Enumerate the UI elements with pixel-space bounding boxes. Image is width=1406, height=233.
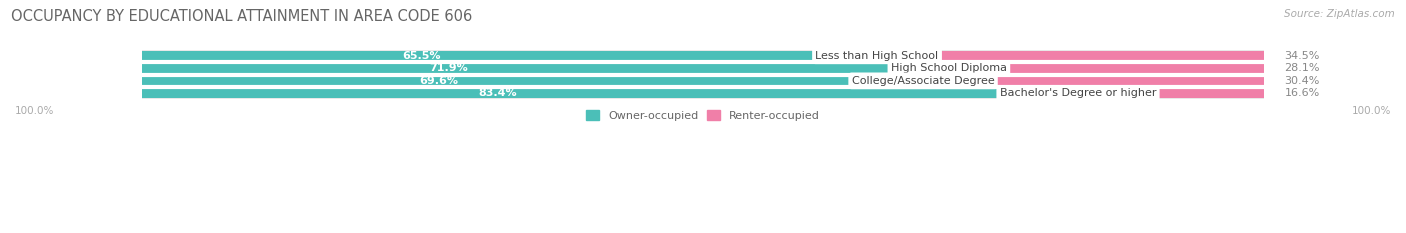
Text: Source: ZipAtlas.com: Source: ZipAtlas.com xyxy=(1284,9,1395,19)
Text: Bachelor's Degree or higher: Bachelor's Degree or higher xyxy=(1000,88,1156,98)
Text: 71.9%: 71.9% xyxy=(429,63,468,73)
Text: 65.5%: 65.5% xyxy=(402,51,440,61)
Bar xyxy=(142,50,1264,61)
Bar xyxy=(877,51,1264,60)
Text: 30.4%: 30.4% xyxy=(1285,76,1320,86)
Bar xyxy=(142,76,924,85)
Bar xyxy=(142,63,1264,74)
Text: Less than High School: Less than High School xyxy=(815,51,939,61)
Text: 34.5%: 34.5% xyxy=(1285,51,1320,61)
Text: OCCUPANCY BY EDUCATIONAL ATTAINMENT IN AREA CODE 606: OCCUPANCY BY EDUCATIONAL ATTAINMENT IN A… xyxy=(11,9,472,24)
Text: 69.6%: 69.6% xyxy=(419,76,458,86)
Bar xyxy=(1078,89,1264,98)
Bar xyxy=(924,76,1264,85)
Text: College/Associate Degree: College/Associate Degree xyxy=(852,76,994,86)
Text: 28.1%: 28.1% xyxy=(1285,63,1320,73)
Text: High School Diploma: High School Diploma xyxy=(891,63,1007,73)
Bar xyxy=(142,89,1078,98)
Text: 83.4%: 83.4% xyxy=(478,88,517,98)
Bar xyxy=(142,75,1264,86)
Text: 16.6%: 16.6% xyxy=(1285,88,1320,98)
Bar xyxy=(142,51,877,60)
Bar xyxy=(949,64,1264,73)
Legend: Owner-occupied, Renter-occupied: Owner-occupied, Renter-occupied xyxy=(581,106,825,126)
Bar xyxy=(142,64,949,73)
Bar xyxy=(142,88,1264,99)
